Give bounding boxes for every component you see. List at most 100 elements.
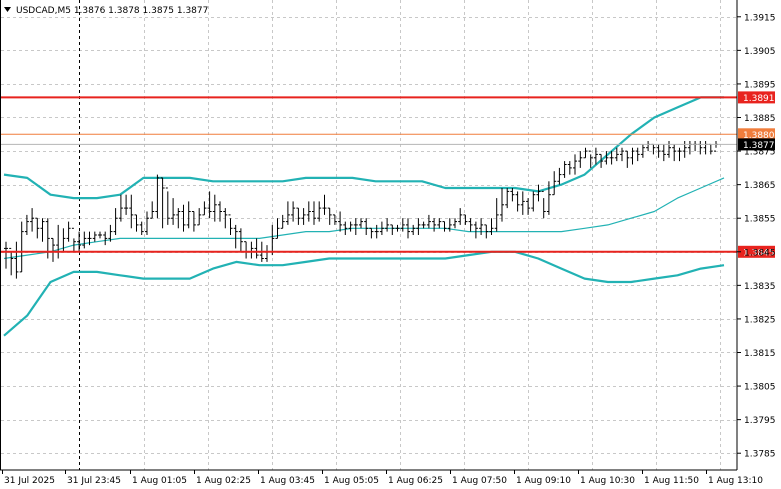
price-bar [385, 218, 390, 232]
price-bar [635, 147, 640, 162]
price-bar [656, 144, 661, 158]
price-bar [614, 147, 619, 162]
price-bar [505, 188, 510, 209]
price-bar [426, 214, 431, 229]
upper-band-line [3, 96, 724, 200]
price-tick-label: 1.3905 [744, 47, 776, 57]
price-bar [92, 231, 97, 242]
price-tick-label: 1.3795 [744, 416, 776, 426]
price-bar [87, 231, 92, 246]
price-tick-label: 1.3865 [744, 181, 776, 191]
axes [0, 0, 738, 471]
price-bar [207, 191, 212, 219]
price-bar [51, 237, 55, 262]
price-bar [531, 191, 536, 212]
price-bar [583, 147, 588, 159]
price-level-1-3891[interactable]: 1.3891 [1, 91, 775, 104]
time-tick-label: 31 Jul 2025 [4, 476, 55, 486]
time-tick-label: 1 Aug 07:50 [452, 476, 507, 486]
price-bar [228, 214, 233, 235]
price-bar [640, 144, 645, 158]
price-bar [35, 217, 40, 239]
price-bar [453, 218, 457, 229]
middle-band-line [3, 177, 725, 260]
price-bar [369, 227, 374, 239]
price-tick-label: 1.3855 [744, 215, 776, 225]
price-bar [494, 198, 499, 232]
price-bar [541, 190, 546, 219]
price-bar [30, 208, 35, 232]
price-bar [667, 141, 671, 158]
price-bar [327, 207, 332, 225]
price-bar [400, 218, 405, 232]
time-tick-label: 1 Aug 01:05 [132, 476, 187, 486]
price-tick-label: 1.3845 [744, 248, 776, 258]
price-bar [238, 228, 243, 252]
time-tick-label: 1 Aug 03:45 [260, 476, 315, 486]
price-tick-label: 1.3815 [744, 349, 776, 359]
price-bar [77, 231, 82, 252]
price-level-tag [738, 128, 775, 141]
price-bar [473, 221, 478, 239]
price-bar [343, 221, 348, 235]
price-bar [672, 144, 677, 162]
price-bar [285, 201, 290, 225]
price-levels[interactable]: 1.3891 1.3880 1.3845 1.3877 [1, 91, 775, 258]
price-bar [468, 218, 473, 232]
price-bar [489, 218, 494, 235]
price-bar [390, 224, 395, 235]
price-bar [129, 194, 134, 229]
time-tick-label: 31 Jul 23:45 [67, 476, 121, 486]
price-bar [312, 201, 316, 225]
price-bar [625, 150, 630, 168]
price-bar [71, 227, 76, 252]
price-bar [19, 221, 24, 273]
price-level-1-3845[interactable]: 1.3845 [1, 245, 775, 258]
price-bar [526, 198, 531, 215]
price-bar [567, 161, 572, 175]
price-bar [364, 218, 369, 235]
current-price-tag [738, 138, 775, 151]
price-bar [317, 201, 322, 222]
price-bar [24, 214, 29, 235]
price-bar [291, 201, 296, 222]
price-tick-label: 1.3895 [744, 80, 776, 90]
price-bar [515, 191, 520, 212]
price-level-1-3880[interactable]: 1.3880 [1, 128, 775, 141]
price-level-tag [738, 245, 775, 258]
time-axis-ticks: 31 Jul 2025 31 Jul 23:45 1 Aug 01:05 1 Aug … [2, 470, 763, 486]
price-bar [552, 171, 557, 196]
price-bar [181, 204, 186, 232]
price-bar [254, 238, 259, 259]
price-level-label: 1.3880 [743, 131, 775, 141]
price-bars [4, 141, 718, 279]
price-bar [421, 221, 426, 229]
price-bar [510, 188, 515, 202]
time-tick-label: 1 Aug 09:10 [516, 476, 571, 486]
price-bar [134, 214, 139, 232]
price-bar [150, 201, 155, 219]
price-bar [223, 208, 228, 229]
time-tick-label: 1 Aug 13:10 [708, 476, 763, 486]
price-bar [661, 144, 666, 162]
price-bar [145, 211, 149, 235]
price-bar [447, 218, 452, 232]
price-bar [348, 221, 353, 232]
price-bar [322, 194, 327, 215]
price-bar [108, 224, 113, 242]
price-bar [82, 231, 87, 249]
price-bar [599, 153, 604, 168]
price-bar [500, 188, 504, 222]
price-bar [66, 221, 71, 242]
price-bar [437, 218, 442, 229]
price-bar [14, 241, 19, 279]
price-bar [186, 201, 191, 229]
chevron-down-icon[interactable] [4, 7, 11, 12]
price-bar [160, 177, 165, 229]
price-bar [620, 147, 624, 162]
price-bar [155, 174, 160, 219]
price-bar [609, 151, 614, 165]
price-bar [353, 218, 358, 235]
price-bar [212, 194, 217, 222]
